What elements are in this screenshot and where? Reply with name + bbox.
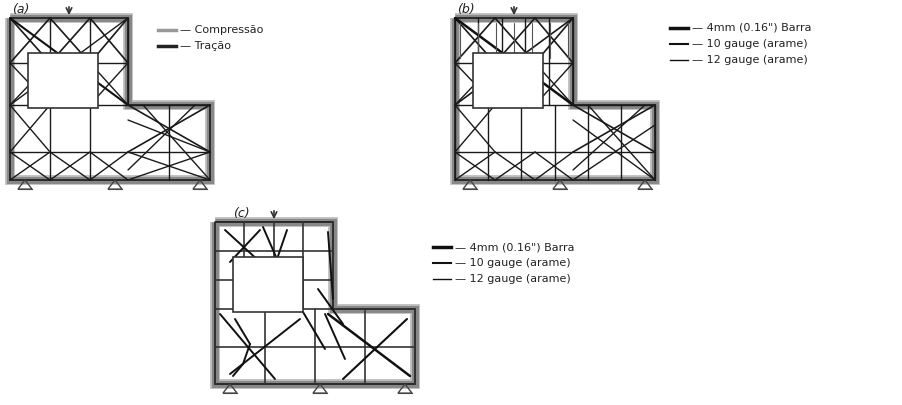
Text: (a): (a)	[12, 3, 30, 16]
Text: (b): (b)	[457, 3, 474, 16]
Text: — 4mm (0.16") Barra: — 4mm (0.16") Barra	[455, 242, 575, 252]
Bar	[473, 53, 543, 108]
Text: — 10 gauge (arame): — 10 gauge (arame)	[455, 258, 571, 268]
Text: (c): (c)	[233, 207, 250, 220]
Bar	[233, 257, 303, 312]
Text: — 4mm (0.16") Barra: — 4mm (0.16") Barra	[692, 23, 812, 33]
Bar	[28, 53, 98, 108]
Text: — Compressão: — Compressão	[180, 25, 263, 35]
Text: — 10 gauge (arame): — 10 gauge (arame)	[692, 39, 807, 49]
Text: — Tração: — Tração	[180, 41, 231, 51]
Text: — 12 gauge (arame): — 12 gauge (arame)	[692, 55, 808, 65]
Text: — 12 gauge (arame): — 12 gauge (arame)	[455, 274, 571, 284]
